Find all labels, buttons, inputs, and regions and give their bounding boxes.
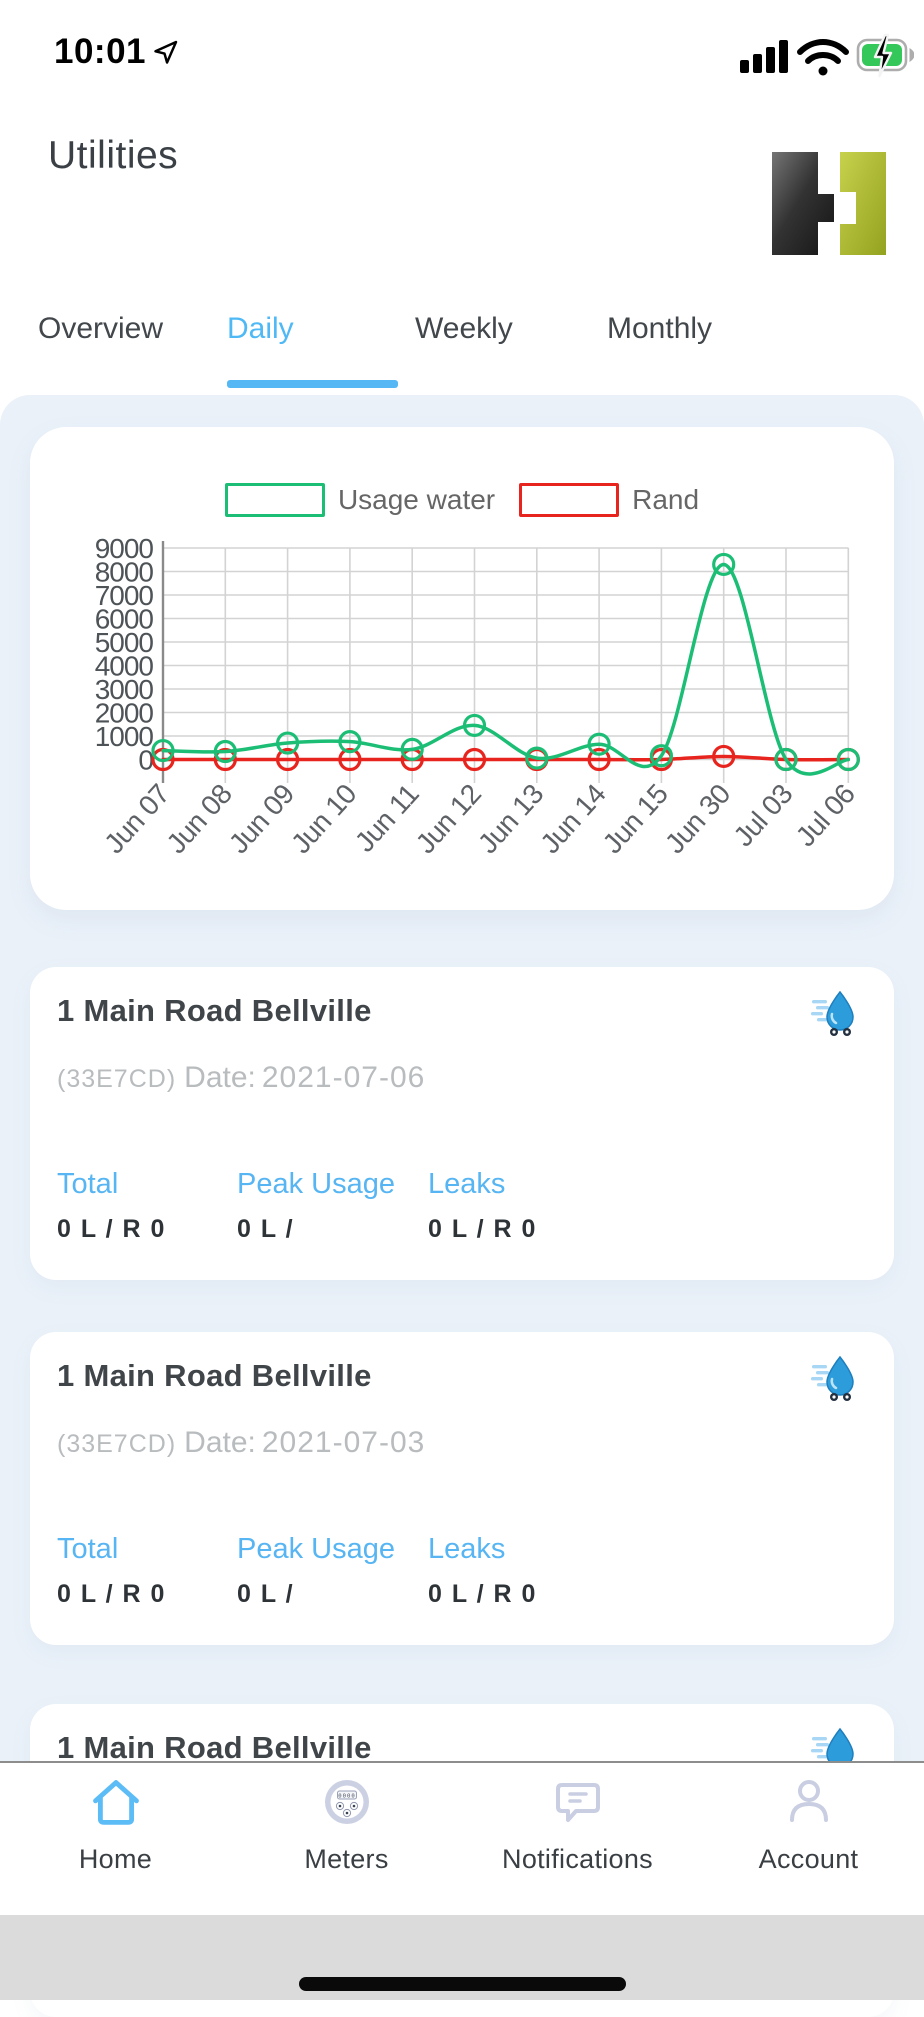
water-delivery-icon [810, 989, 858, 1042]
meter-id: (33E7CD) [57, 1065, 177, 1093]
bottom-nav: Home 0000 Meters Notifications [0, 1761, 924, 1915]
svg-text:Jun 13: Jun 13 [472, 778, 549, 859]
stat-value: 0 L / [237, 1580, 295, 1608]
card-title: 1 Main Road Bellville [57, 1358, 372, 1393]
chart-legend: Usage water Rand [30, 483, 894, 517]
nav-label: Home [78, 1844, 153, 1874]
date-value: 2021-07-03 [261, 1426, 426, 1459]
card-date-row: (33E7CD) Date: 2021-07-06 [57, 1061, 425, 1095]
svg-text:1000: 1000 [95, 721, 154, 752]
stat-value: 0 L / [237, 1215, 295, 1243]
svg-text:0000: 0000 [338, 1793, 355, 1799]
cellular-icon [740, 40, 788, 73]
stat-total: Total 0 L / R 0 [57, 1168, 166, 1244]
svg-text:Jun 10: Jun 10 [285, 778, 362, 859]
meter-icon: 0000 [319, 1775, 375, 1836]
svg-text:2000: 2000 [95, 698, 154, 729]
stat-peak-usage: Peak Usage 0 L / [237, 1168, 395, 1244]
stat-label: Total [57, 1533, 119, 1565]
wifi-dot [818, 66, 828, 76]
stat-value: 0 L / R 0 [57, 1215, 166, 1243]
stat-label: Leaks [428, 1168, 506, 1200]
svg-text:8000: 8000 [95, 557, 154, 588]
stat-label: Peak Usage [237, 1168, 395, 1200]
nav-label: Meters [304, 1844, 389, 1874]
date-value: 2021-07-06 [261, 1061, 426, 1094]
stat-label: Peak Usage [237, 1533, 395, 1565]
account-icon [781, 1775, 837, 1836]
stat-leaks: Leaks 0 L / R 0 [428, 1168, 537, 1244]
svg-text:Jun 15: Jun 15 [597, 778, 674, 859]
svg-text:Jun 09: Jun 09 [223, 778, 300, 859]
svg-text:Jul 06: Jul 06 [790, 778, 861, 852]
svg-text:Jun 11: Jun 11 [349, 778, 425, 857]
active-tab-underline [227, 380, 398, 388]
svg-text:7000: 7000 [95, 580, 154, 611]
stat-value: 0 L / R 0 [428, 1215, 537, 1243]
meter-card[interactable]: 1 Main Road Bellville (33E7CD) Date: 2021-… [30, 1332, 894, 1645]
brand-logo-icon [770, 150, 888, 262]
svg-text:4000: 4000 [95, 651, 154, 682]
usage-chart-card: 0 1000 2000 3000 4000 5000 6000 7000 8000 9000 Jun… [30, 427, 894, 910]
stat-value: 0 L / R 0 [57, 1580, 166, 1608]
card-title: 1 Main Road Bellville [57, 1730, 372, 1765]
date-label: Date: [184, 1426, 256, 1459]
wifi-icon [797, 38, 849, 64]
status-system-icons [732, 30, 915, 87]
svg-text:Jun 30: Jun 30 [659, 778, 736, 859]
water-delivery-icon [810, 1354, 858, 1407]
svg-text:Jun 07: Jun 07 [98, 778, 175, 859]
svg-text:Jun 14: Jun 14 [534, 778, 611, 859]
tab-monthly[interactable]: Monthly [607, 312, 713, 345]
location-services-icon [152, 38, 180, 71]
battery-charging-icon [856, 33, 915, 78]
svg-text:0: 0 [138, 745, 153, 776]
legend-label-rand: Rand [632, 484, 700, 515]
legend-swatch-usage-water [224, 483, 325, 517]
tab-daily[interactable]: Daily [227, 312, 294, 345]
svg-text:Jul 03: Jul 03 [727, 778, 798, 852]
tab-overview[interactable]: Overview [38, 312, 164, 345]
home-indicator[interactable] [299, 1977, 626, 1991]
svg-text:3000: 3000 [95, 674, 154, 705]
home-icon [88, 1775, 144, 1836]
svg-text:Jun 08: Jun 08 [160, 778, 237, 859]
page-title: Utilities [48, 134, 179, 177]
nav-item-meters[interactable]: 0000 Meters [231, 1763, 462, 1915]
svg-text:5000: 5000 [95, 627, 154, 658]
nav-item-notifications[interactable]: Notifications [462, 1763, 693, 1915]
meter-card[interactable]: 1 Main Road Bellville (33E7CD) Date: 2021-… [30, 967, 894, 1280]
tab-weekly[interactable]: Weekly [415, 312, 513, 345]
date-label: Date: [184, 1061, 256, 1094]
stat-total: Total 0 L / R 0 [57, 1533, 166, 1609]
status-time: 10:01 [54, 32, 147, 71]
svg-text:9000: 9000 [95, 533, 154, 564]
legend-label-usage-water: Usage water [337, 484, 496, 515]
nav-label: Notifications [502, 1844, 653, 1874]
nav-item-account[interactable]: Account [693, 1763, 924, 1915]
stat-leaks: Leaks 0 L / R 0 [428, 1533, 537, 1609]
stat-label: Total [57, 1168, 119, 1200]
svg-text:6000: 6000 [95, 604, 154, 635]
notifications-icon [550, 1775, 606, 1836]
svg-text:Jun 12: Jun 12 [410, 778, 487, 859]
stat-value: 0 L / R 0 [428, 1580, 537, 1608]
stat-peak-usage: Peak Usage 0 L / [237, 1533, 395, 1609]
stat-label: Leaks [428, 1533, 506, 1565]
nav-label: Account [758, 1844, 859, 1874]
meter-id: (33E7CD) [57, 1430, 177, 1458]
legend-swatch-rand [519, 483, 620, 517]
nav-item-home[interactable]: Home [0, 1763, 231, 1915]
card-title: 1 Main Road Bellville [57, 993, 372, 1028]
card-date-row: (33E7CD) Date: 2021-07-03 [57, 1426, 425, 1460]
